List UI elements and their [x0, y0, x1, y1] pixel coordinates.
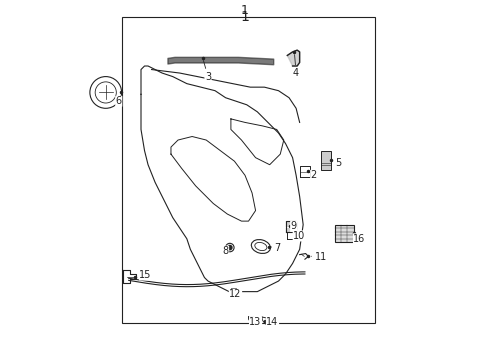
- Text: 1: 1: [241, 10, 249, 24]
- Text: 10: 10: [293, 231, 305, 241]
- FancyBboxPatch shape: [321, 150, 331, 170]
- Text: 2: 2: [309, 170, 317, 180]
- Text: 8: 8: [222, 246, 229, 256]
- Polygon shape: [287, 50, 300, 66]
- FancyBboxPatch shape: [335, 225, 354, 242]
- Text: 12: 12: [229, 289, 242, 299]
- Text: 14: 14: [266, 316, 279, 327]
- Text: 16: 16: [353, 234, 366, 244]
- Text: 15: 15: [135, 270, 152, 280]
- Text: 13: 13: [249, 316, 262, 327]
- Text: 1: 1: [241, 4, 249, 17]
- Text: 6: 6: [116, 93, 122, 106]
- Text: 5: 5: [331, 158, 342, 168]
- Text: 7: 7: [269, 243, 281, 253]
- Text: 4: 4: [293, 55, 299, 78]
- Circle shape: [228, 246, 232, 250]
- Text: 3: 3: [203, 60, 211, 82]
- Text: 11: 11: [311, 252, 327, 262]
- Text: 9: 9: [290, 221, 297, 231]
